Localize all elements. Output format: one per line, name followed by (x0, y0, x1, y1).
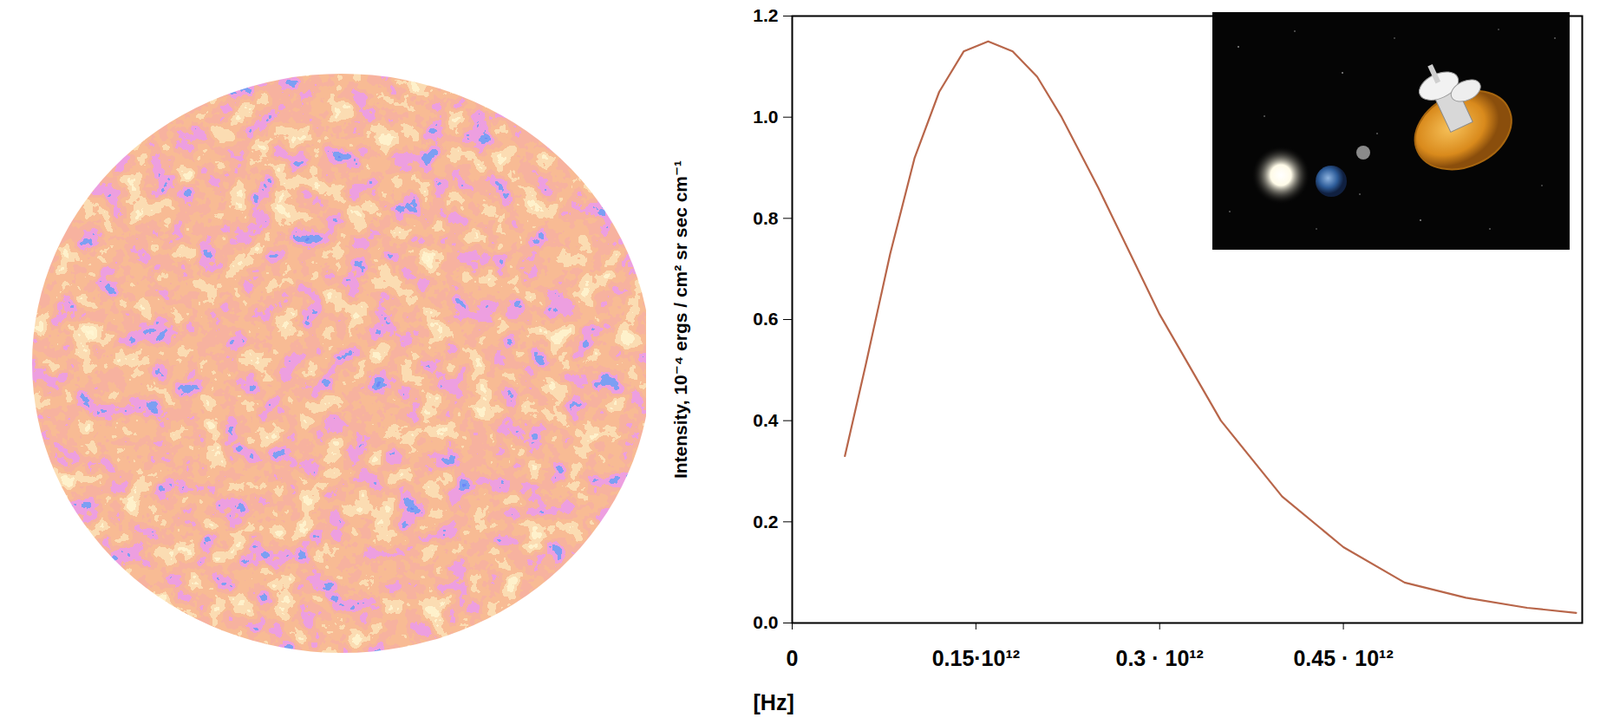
svg-text:0.45 · 10¹²: 0.45 · 10¹² (1293, 646, 1393, 671)
svg-text:0.3 · 10¹²: 0.3 · 10¹² (1116, 646, 1204, 671)
svg-text:1.0: 1.0 (752, 106, 778, 127)
svg-text:Intensity, 10⁻⁴ ergs / cm² sr: Intensity, 10⁻⁴ ergs / cm² sr sec cm⁻¹ (670, 160, 691, 479)
svg-text:0.2: 0.2 (752, 511, 778, 532)
svg-text:0.8: 0.8 (752, 208, 779, 229)
svg-text:0.15·10¹²: 0.15·10¹² (932, 646, 1020, 671)
svg-text:0.4: 0.4 (752, 410, 779, 431)
svg-text:0.0: 0.0 (752, 612, 778, 633)
svg-text:0: 0 (786, 646, 799, 671)
svg-text:0.6: 0.6 (752, 308, 778, 329)
svg-text:1.2: 1.2 (752, 5, 778, 26)
svg-text:[Hz]: [Hz] (753, 690, 795, 715)
